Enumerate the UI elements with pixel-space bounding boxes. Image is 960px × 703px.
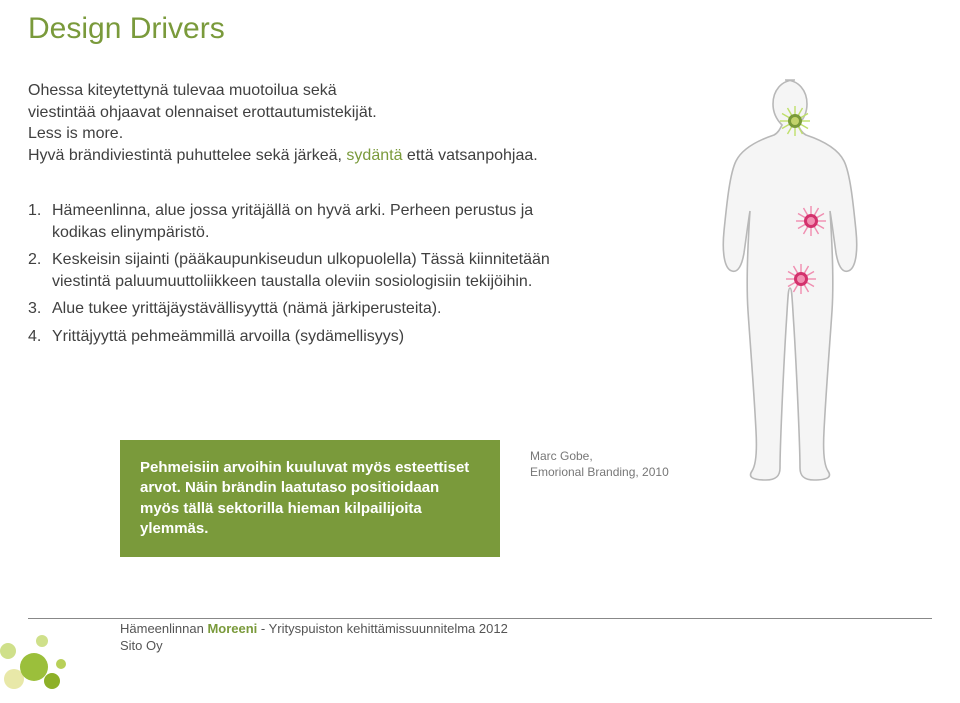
footer-brand: Moreeni: [207, 621, 257, 636]
brain-dot: [788, 114, 802, 128]
decorative-circle: [56, 659, 66, 669]
footer-divider: [28, 618, 932, 619]
design-drivers-list: 1. Hämeenlinna, alue jossa yritäjällä on…: [28, 200, 568, 354]
list-item: 2. Keskeisin sijainti (pääkaupunkiseudun…: [28, 249, 568, 292]
list-item: 4. Yrittäjyyttä pehmeämmillä arvoilla (s…: [28, 326, 568, 348]
quote-author: Marc Gobe,: [530, 449, 593, 463]
list-num: 3.: [28, 298, 52, 320]
footer: Hämeenlinnan Moreeni - Yrityspuiston keh…: [120, 620, 508, 655]
quote-attribution: Marc Gobe, Emorional Branding, 2010: [530, 448, 669, 480]
list-item: 1. Hämeenlinna, alue jossa yritäjällä on…: [28, 200, 568, 243]
page-title: Design Drivers: [28, 12, 225, 46]
brand-etta: että: [407, 147, 434, 164]
brand-pre: Hyvä brändiviestintä puhuttelee sekä: [28, 147, 290, 164]
gut-dot: [794, 272, 808, 286]
intro-block: Ohessa kiteytettynä tulevaa muotoilua se…: [28, 80, 548, 166]
quote-box: Pehmeisiin arvoihin kuuluvat myös esteet…: [120, 440, 500, 557]
list-num: 2.: [28, 249, 52, 292]
list-item: 3. Alue tukee yrittäjäystävällisyyttä (n…: [28, 298, 568, 320]
decorative-circles: [0, 583, 120, 703]
intro-brand: Hyvä brändiviestintä puhuttelee sekä jär…: [28, 145, 548, 167]
list-text: Yrittäjyyttä pehmeämmillä arvoilla (sydä…: [52, 326, 404, 348]
brand-jarkea: järkeä: [294, 147, 338, 164]
list-num: 1.: [28, 200, 52, 243]
brand-sydanta: sydäntä: [346, 147, 402, 164]
quote-source: Emorional Branding, 2010: [530, 465, 669, 479]
quote-text: Pehmeisiin arvoihin kuuluvat myös esteet…: [140, 459, 469, 537]
body-outline-path: [723, 80, 856, 480]
footer-company: Sito Oy: [120, 638, 163, 653]
body-figure: [690, 70, 900, 490]
intro-line2: viestintää ohjaavat olennaiset erottautu…: [28, 104, 377, 121]
list-text: Alue tukee yrittäjäystävällisyyttä (nämä…: [52, 298, 442, 320]
intro-less: Less is more.: [28, 123, 548, 145]
intro-line1: Ohessa kiteytettynä tulevaa muotoilua se…: [28, 82, 337, 99]
list-text: Keskeisin sijainti (pääkaupunkiseudun ul…: [52, 249, 568, 292]
decorative-circle: [0, 643, 16, 659]
brand-vatsanpohjaa: vatsanpohjaa.: [438, 147, 538, 164]
footer-post: - Yrityspuiston kehittämissuunnitelma 20…: [257, 621, 508, 636]
heart-dot: [804, 214, 818, 228]
list-text: Hämeenlinna, alue jossa yritäjällä on hy…: [52, 200, 568, 243]
list-num: 4.: [28, 326, 52, 348]
decorative-circle: [44, 673, 60, 689]
decorative-circle: [36, 635, 48, 647]
footer-pre: Hämeenlinnan: [120, 621, 207, 636]
